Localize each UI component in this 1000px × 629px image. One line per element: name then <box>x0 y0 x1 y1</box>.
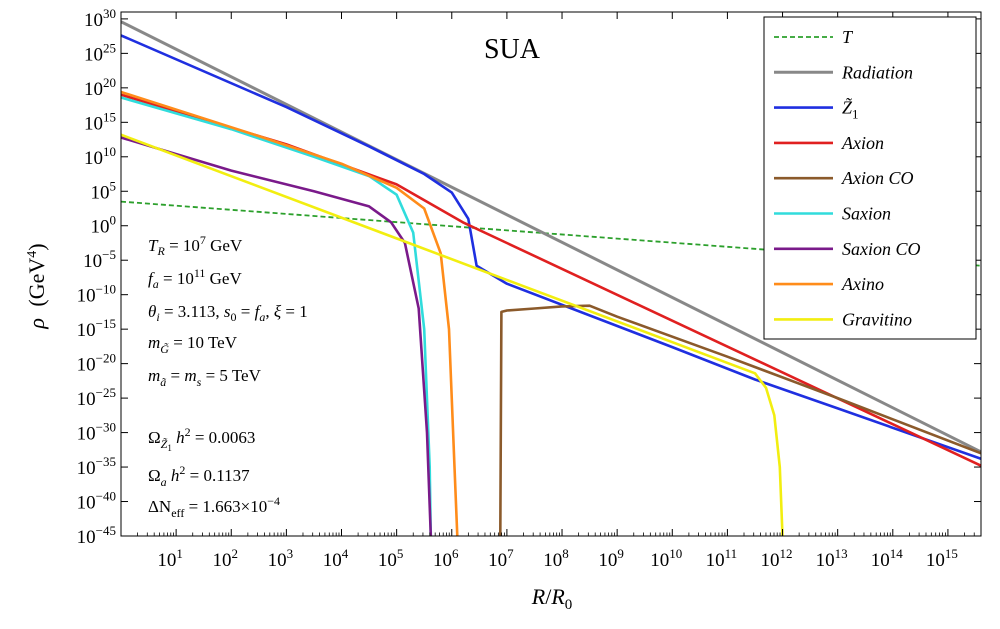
legend-label-0: T <box>842 27 854 47</box>
y-tick-label: 10−25 <box>77 385 116 410</box>
y-tick-label: 10−30 <box>77 420 116 445</box>
legend-label-2: Z̃1 <box>842 98 859 122</box>
annotation-ma: mã = ms = 5 TeV <box>148 366 262 389</box>
y-tick-label: 10−15 <box>77 316 116 341</box>
legend-label-7: Axino <box>841 274 884 294</box>
y-tick-label: 10−20 <box>77 351 116 376</box>
x-tick-label: 102 <box>213 546 239 571</box>
x-tick-labels: 101 102 103 104 105 106 107 108 109 1010 1011 1012 1… <box>157 546 958 571</box>
legend: T Radiation Z̃1 Axion Axion CO Saxion Saxion C… <box>763 16 977 340</box>
svg-text:ρ (GeV4): ρ (GeV4) <box>24 243 49 329</box>
y-tick-label: 1015 <box>84 109 116 134</box>
legend-label-4: Axion CO <box>841 168 914 188</box>
y-tick-label: 10−45 <box>77 523 116 548</box>
x-tick-label: 105 <box>378 546 404 571</box>
y-tick-label: 1030 <box>84 6 116 31</box>
y-tick-labels: 1030 1025 1020 1015 1010 105 100 10−5 10−10 10−15… <box>77 6 116 548</box>
y-tick-label: 100 <box>91 213 117 238</box>
series-line-1 <box>121 20 981 454</box>
y-tick-label: 10−5 <box>83 247 116 272</box>
series-line-6 <box>121 136 433 536</box>
y-tick-label: 105 <box>91 178 117 203</box>
x-tick-label: 1012 <box>761 546 793 571</box>
x-tick-label: 109 <box>598 546 624 571</box>
annotation-tr: TR = 107 GeV <box>148 233 243 258</box>
x-tick-label: 104 <box>323 546 349 571</box>
xlabel-r: R <box>531 584 546 609</box>
xlabel-r0: R <box>550 584 565 609</box>
ylabel-rho: ρ <box>24 318 49 330</box>
legend-label-3: Axion <box>841 133 884 153</box>
annotation-fa: fa = 1011 GeV <box>148 266 242 291</box>
x-tick-label: 1015 <box>926 546 958 571</box>
y-tick-label: 1020 <box>84 75 116 100</box>
x-tick-label: 103 <box>268 546 294 571</box>
y-axis-label: ρ (GeV4) <box>24 243 49 329</box>
x-tick-label: 108 <box>543 546 569 571</box>
annotation-mg: mG̃ = 10 TeV <box>148 333 238 356</box>
chart-title: SUA <box>484 34 541 65</box>
series-line-2 <box>121 34 981 461</box>
y-tick-label: 1025 <box>84 40 116 65</box>
ylabel-pow: 4 <box>25 251 40 258</box>
xlabel-sub: 0 <box>565 597 573 613</box>
series-line-8 <box>121 133 784 536</box>
y-tick-label: 10−40 <box>77 489 116 514</box>
x-axis-label: R/R0 <box>531 584 573 613</box>
x-tick-label: 1014 <box>871 546 904 571</box>
x-tick-label: 1010 <box>650 546 682 571</box>
x-tick-label: 107 <box>488 546 514 571</box>
legend-label-5: Saxion <box>842 204 891 224</box>
tick-marks <box>121 12 981 537</box>
x-tick-label: 1011 <box>706 546 738 571</box>
series-line-5 <box>121 96 433 536</box>
annotation-theta: θi = 3.113, s0 = fa, ξ = 1 <box>148 302 308 324</box>
xlabel-slash: / <box>545 584 552 609</box>
legend-label-6: Saxion CO <box>842 239 921 259</box>
x-tick-label: 101 <box>157 546 183 571</box>
parameter-annotations: TR = 107 GeV fa = 1011 GeV θi = 3.113, s… <box>148 233 308 520</box>
legend-label-1: Radiation <box>841 62 913 82</box>
series-line-7 <box>121 90 459 536</box>
annotation-delta-neff: ΔNeff = 1.663×10−4 <box>148 494 280 520</box>
ylabel-close: ) <box>24 243 49 250</box>
x-tick-label: 1013 <box>816 546 848 571</box>
ylabel-unit: (GeV <box>24 258 49 307</box>
plot-frame <box>120 11 982 537</box>
x-tick-label: 106 <box>433 546 459 571</box>
y-tick-label: 10−10 <box>77 282 116 307</box>
annotation-omega-z1: ΩZ̃1 h2 = 0.0063 <box>148 425 255 453</box>
y-tick-label: 1010 <box>84 144 116 169</box>
legend-label-8: Gravitino <box>842 309 912 329</box>
series-layer <box>121 20 981 536</box>
annotation-omega-a: Ωa h2 = 0.1137 <box>148 463 250 489</box>
y-tick-label: 10−35 <box>77 454 116 479</box>
